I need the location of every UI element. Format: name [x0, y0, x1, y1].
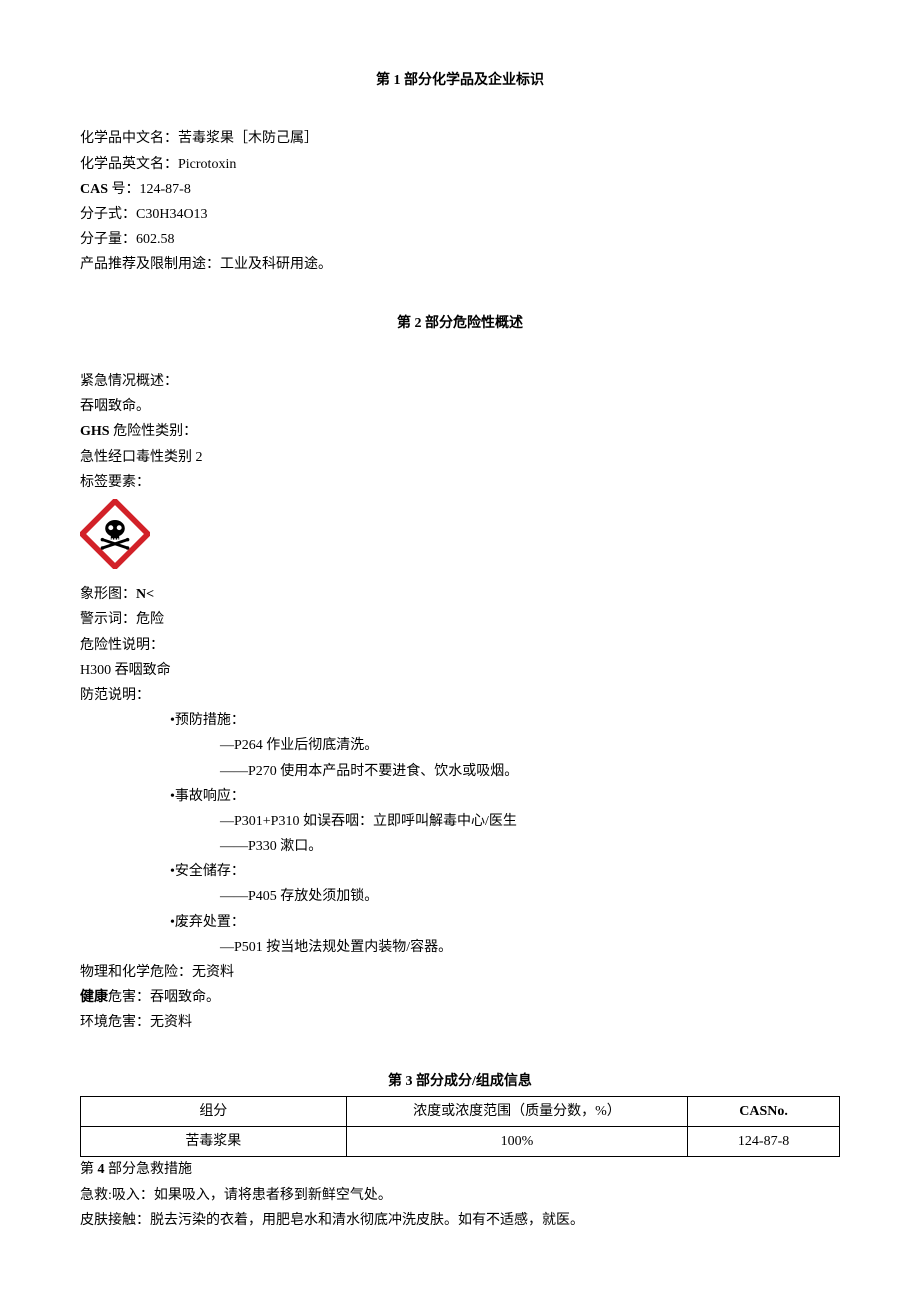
s1-suffix: 部分化学品及企业标识: [401, 73, 545, 88]
phys-chem-label: 物理和化学危险：: [80, 965, 192, 980]
p270: ——P270 使用本产品时不要进食、饮水或吸烟。: [80, 759, 840, 784]
ghs-label2: 危险性类别：: [110, 424, 198, 439]
table-row: 苦毒浆果 100% 124-87-8: [81, 1127, 840, 1157]
firstaid-inhalation: 急救:吸入：如果吸入，请将患者移到新鲜空气处。: [80, 1183, 840, 1208]
storage-label: •安全储存：: [80, 859, 840, 884]
signal-word-value: 危险: [136, 612, 164, 627]
health-label: 健康: [80, 990, 108, 1005]
formula: 分子式：C30H34O13: [80, 202, 840, 227]
hazard-stmt-label: 危险性说明：: [80, 633, 840, 658]
section1-title: 第 1 部分化学品及企业标识: [80, 68, 840, 93]
signal-elements: 标签要素：: [80, 470, 840, 495]
s1-prefix: 第: [376, 73, 394, 88]
use: 产品推荐及限制用途：工业及科研用途。: [80, 252, 840, 277]
pictogram-value: N<: [136, 587, 154, 602]
use-value: 工业及科研用途。: [220, 257, 332, 272]
mw-label: 分子量：: [80, 232, 136, 247]
response-label: •事故响应：: [80, 784, 840, 809]
precaution-label: 防范说明：: [80, 683, 840, 708]
formula-label: 分子式：: [80, 207, 136, 222]
phys-chem-value: 无资料: [192, 965, 234, 980]
cell-concentration: 100%: [346, 1127, 688, 1157]
s4-prefix: 第: [80, 1162, 98, 1177]
col-concentration: 浓度或浓度范围（质量分数，%）: [346, 1096, 688, 1126]
health-label2: 危害：: [108, 990, 150, 1005]
pictogram-label: 象形图：: [80, 587, 136, 602]
ghs: GHS 危险性类别：: [80, 419, 840, 444]
emergency-label: 紧急情况概述：: [80, 369, 840, 394]
s3-suffix: 部分成分/组成信息: [413, 1074, 532, 1089]
ghs-value: 急性经口毒性类别 2: [80, 445, 840, 470]
s2-num: 2: [415, 316, 422, 331]
table-header-row: 组分 浓度或浓度范围（质量分数，%） CASNo.: [81, 1096, 840, 1126]
disposal-label: •废弃处置：: [80, 910, 840, 935]
env-value: 无资料: [150, 1015, 192, 1030]
cas-value: 124-87-8: [140, 182, 191, 197]
ghs-skull-pictogram-icon: [80, 499, 150, 569]
name-cn-value: 苦毒浆果［木防己属］: [178, 131, 318, 146]
name-cn: 化学品中文名：苦毒浆果［木防己属］: [80, 126, 840, 151]
section4-title: 第 4 部分急救措施: [80, 1157, 840, 1182]
name-en-value: Picrotoxin: [178, 157, 236, 172]
signal-word: 警示词：危险: [80, 607, 840, 632]
use-label: 产品推荐及限制用途：: [80, 257, 220, 272]
prevention-label: •预防措施：: [80, 708, 840, 733]
cell-component: 苦毒浆果: [81, 1127, 347, 1157]
col-cas: CASNo.: [688, 1096, 840, 1126]
name-en-label: 化学品英文名：: [80, 157, 178, 172]
s1-num: 1: [394, 73, 401, 88]
health-value: 吞咽致命。: [150, 990, 220, 1005]
name-en: 化学品英文名：Picrotoxin: [80, 152, 840, 177]
s2-prefix: 第: [397, 316, 415, 331]
ghs-label: GHS: [80, 424, 110, 439]
cas-label: CAS: [80, 182, 108, 197]
signal-word-label: 警示词：: [80, 612, 136, 627]
p330: ——P330 漱口。: [80, 834, 840, 859]
p301-p310: —P301+P310 如误吞咽：立即呼叫解毒中心/医生: [80, 809, 840, 834]
s3-num: 3: [406, 1074, 413, 1089]
health: 健康危害：吞咽致命。: [80, 985, 840, 1010]
env: 环境危害：无资料: [80, 1010, 840, 1035]
pictogram-line: 象形图：N<: [80, 582, 840, 607]
cas-label2: 号：: [108, 182, 140, 197]
mw-value: 602.58: [136, 232, 175, 247]
env-label: 环境危害：: [80, 1015, 150, 1030]
p501: —P501 按当地法规处置内装物/容器。: [80, 935, 840, 960]
hazard-h300: H300 吞咽致命: [80, 658, 840, 683]
composition-table: 组分 浓度或浓度范围（质量分数，%） CASNo. 苦毒浆果 100% 124-…: [80, 1096, 840, 1157]
s3-prefix: 第: [388, 1074, 406, 1089]
section3-title: 第 3 部分成分/组成信息: [80, 1069, 840, 1094]
emergency-value: 吞咽致命。: [80, 394, 840, 419]
p405: ——P405 存放处须加锁。: [80, 884, 840, 909]
section2-title: 第 2 部分危险性概述: [80, 311, 840, 336]
cell-cas: 124-87-8: [688, 1127, 840, 1157]
name-cn-label: 化学品中文名：: [80, 131, 178, 146]
cas: CAS 号：124-87-8: [80, 177, 840, 202]
p264: —P264 作业后彻底清洗。: [80, 733, 840, 758]
s4-suffix: 部分急救措施: [105, 1162, 193, 1177]
phys-chem: 物理和化学危险：无资料: [80, 960, 840, 985]
s4-num: 4: [98, 1162, 105, 1177]
s2-suffix: 部分危险性概述: [422, 316, 524, 331]
mw: 分子量：602.58: [80, 227, 840, 252]
firstaid-skin: 皮肤接触：脱去污染的衣着，用肥皂水和清水彻底冲洗皮肤。如有不适感，就医。: [80, 1208, 840, 1233]
formula-value: C30H34O13: [136, 207, 208, 222]
col-component: 组分: [81, 1096, 347, 1126]
